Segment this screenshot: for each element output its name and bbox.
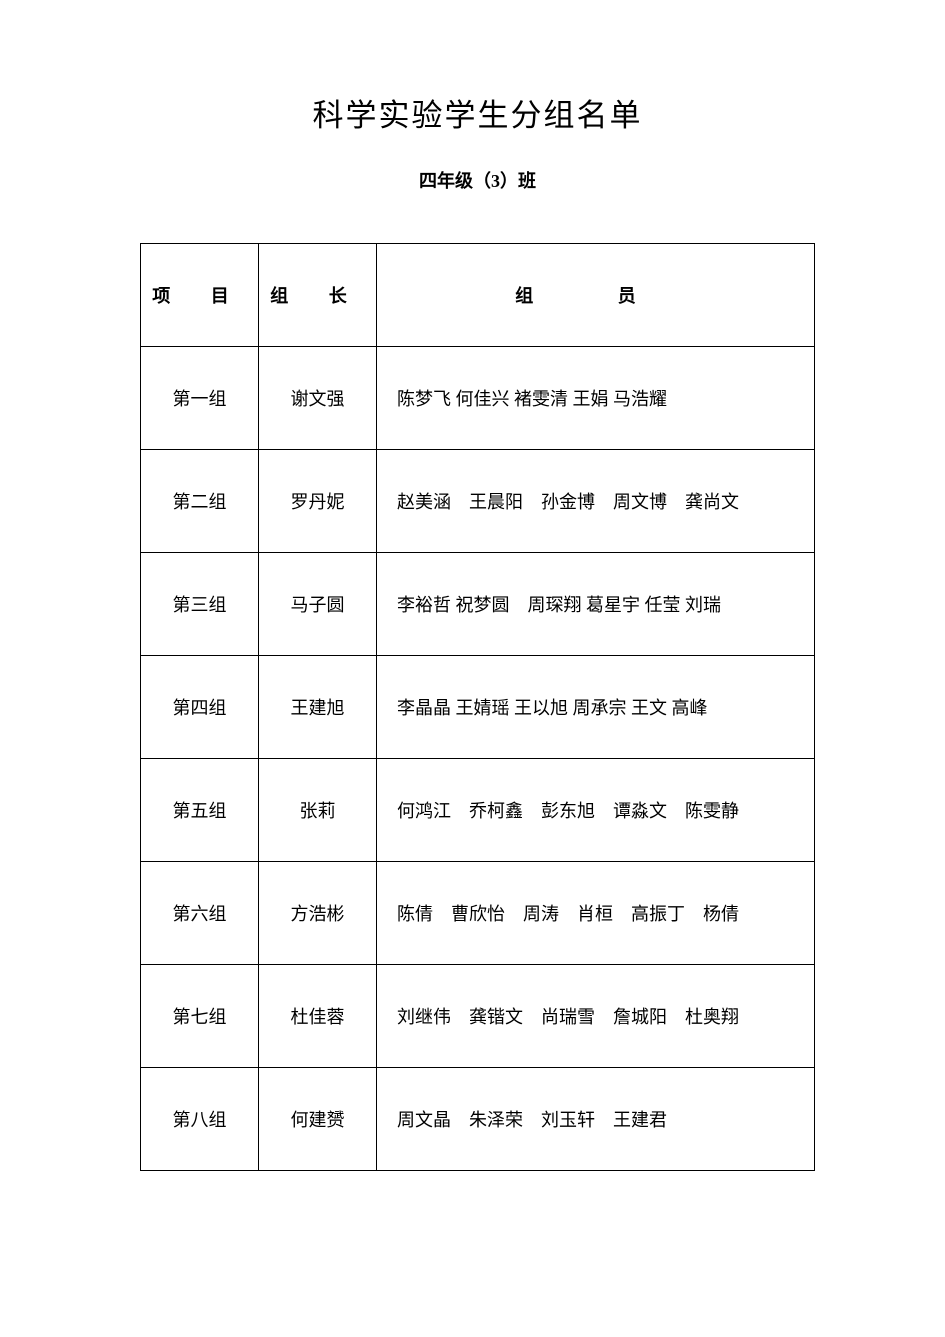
page-subtitle: 四年级（3）班 bbox=[140, 167, 815, 193]
leader-cell: 马子圆 bbox=[259, 553, 377, 656]
table-row: 第八组 何建赟 周文晶 朱泽荣 刘玉轩 王建君 bbox=[141, 1068, 815, 1171]
members-cell: 周文晶 朱泽荣 刘玉轩 王建君 bbox=[377, 1068, 815, 1171]
leader-cell: 王建旭 bbox=[259, 656, 377, 759]
group-cell: 第二组 bbox=[141, 450, 259, 553]
group-cell: 第六组 bbox=[141, 862, 259, 965]
members-cell: 刘继伟 龚锴文 尚瑞雪 詹城阳 杜奥翔 bbox=[377, 965, 815, 1068]
header-members: 组 员 bbox=[377, 244, 815, 347]
table-header-row: 项 目 组 长 组 员 bbox=[141, 244, 815, 347]
group-cell: 第一组 bbox=[141, 347, 259, 450]
group-cell: 第七组 bbox=[141, 965, 259, 1068]
page-title: 科学实验学生分组名单 bbox=[140, 90, 815, 135]
members-cell: 李晶晶 王婧瑶 王以旭 周承宗 王文 高峰 bbox=[377, 656, 815, 759]
group-cell: 第五组 bbox=[141, 759, 259, 862]
leader-cell: 何建赟 bbox=[259, 1068, 377, 1171]
leader-cell: 方浩彬 bbox=[259, 862, 377, 965]
group-table: 项 目 组 长 组 员 第一组 谢文强 陈梦飞 何佳兴 褚雯清 王娟 马浩耀 第… bbox=[140, 243, 815, 1171]
members-cell: 陈倩 曹欣怡 周涛 肖桓 高振丁 杨倩 bbox=[377, 862, 815, 965]
table-row: 第五组 张莉 何鸿江 乔柯鑫 彭东旭 谭淼文 陈雯静 bbox=[141, 759, 815, 862]
group-cell: 第三组 bbox=[141, 553, 259, 656]
group-cell: 第四组 bbox=[141, 656, 259, 759]
table-row: 第四组 王建旭 李晶晶 王婧瑶 王以旭 周承宗 王文 高峰 bbox=[141, 656, 815, 759]
members-cell: 陈梦飞 何佳兴 褚雯清 王娟 马浩耀 bbox=[377, 347, 815, 450]
leader-cell: 杜佳蓉 bbox=[259, 965, 377, 1068]
leader-cell: 张莉 bbox=[259, 759, 377, 862]
table-row: 第六组 方浩彬 陈倩 曹欣怡 周涛 肖桓 高振丁 杨倩 bbox=[141, 862, 815, 965]
header-group: 项 目 bbox=[141, 244, 259, 347]
group-cell: 第八组 bbox=[141, 1068, 259, 1171]
leader-cell: 谢文强 bbox=[259, 347, 377, 450]
table-row: 第三组 马子圆 李裕哲 祝梦圆 周琛翔 葛星宇 任莹 刘瑞 bbox=[141, 553, 815, 656]
table-row: 第一组 谢文强 陈梦飞 何佳兴 褚雯清 王娟 马浩耀 bbox=[141, 347, 815, 450]
members-cell: 李裕哲 祝梦圆 周琛翔 葛星宇 任莹 刘瑞 bbox=[377, 553, 815, 656]
members-cell: 何鸿江 乔柯鑫 彭东旭 谭淼文 陈雯静 bbox=[377, 759, 815, 862]
members-cell: 赵美涵 王晨阳 孙金博 周文博 龚尚文 bbox=[377, 450, 815, 553]
table-row: 第七组 杜佳蓉 刘继伟 龚锴文 尚瑞雪 詹城阳 杜奥翔 bbox=[141, 965, 815, 1068]
header-leader: 组 长 bbox=[259, 244, 377, 347]
leader-cell: 罗丹妮 bbox=[259, 450, 377, 553]
table-row: 第二组 罗丹妮 赵美涵 王晨阳 孙金博 周文博 龚尚文 bbox=[141, 450, 815, 553]
